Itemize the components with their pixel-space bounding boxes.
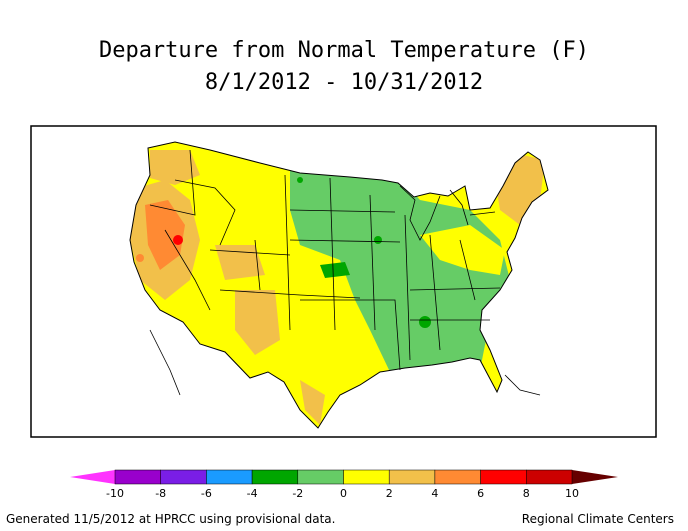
legend-tick-label: -4 — [247, 487, 258, 500]
legend-tick-label: -10 — [106, 487, 124, 500]
legend-tick-label: 0 — [340, 487, 347, 500]
legend-tick-label: -8 — [155, 487, 166, 500]
legend-color-box — [343, 469, 390, 485]
legend-color-box — [251, 469, 299, 485]
credit-label: Regional Climate Centers — [521, 512, 674, 526]
legend-tick-label: 10 — [565, 487, 579, 500]
legend-color-box — [114, 469, 161, 485]
legend-color-box — [480, 469, 527, 485]
legend-color-box — [297, 469, 344, 485]
color-legend: -10 -8 -6 -4 -2 0 2 4 6 8 10 — [70, 469, 618, 500]
legend-tick-label: -6 — [201, 487, 212, 500]
date-range: 8/1/2012 - 10/31/2012 — [204, 70, 484, 95]
legend-color-box — [388, 469, 436, 485]
legend-color-box — [206, 469, 253, 485]
legend-color-box — [434, 469, 481, 485]
map-title: Departure from Normal Temperature (F) — [98, 38, 590, 63]
legend-tick-label: 8 — [523, 487, 530, 500]
legend-tick-label: 4 — [431, 487, 438, 500]
legend-color-box — [160, 469, 207, 485]
legend-tick-label: 2 — [386, 487, 393, 500]
legend-arrow-high — [572, 470, 618, 484]
legend-arrow-low — [70, 470, 115, 484]
state-borders — [149, 149, 501, 371]
lakes-and-islands — [149, 185, 541, 396]
us-outline — [129, 141, 549, 429]
legend-tick-label: 6 — [477, 487, 484, 500]
legend-tick-label: -2 — [292, 487, 303, 500]
legend-color-box — [526, 469, 573, 485]
generated-note: Generated 11/5/2012 at HPRCC using provi… — [6, 512, 336, 526]
